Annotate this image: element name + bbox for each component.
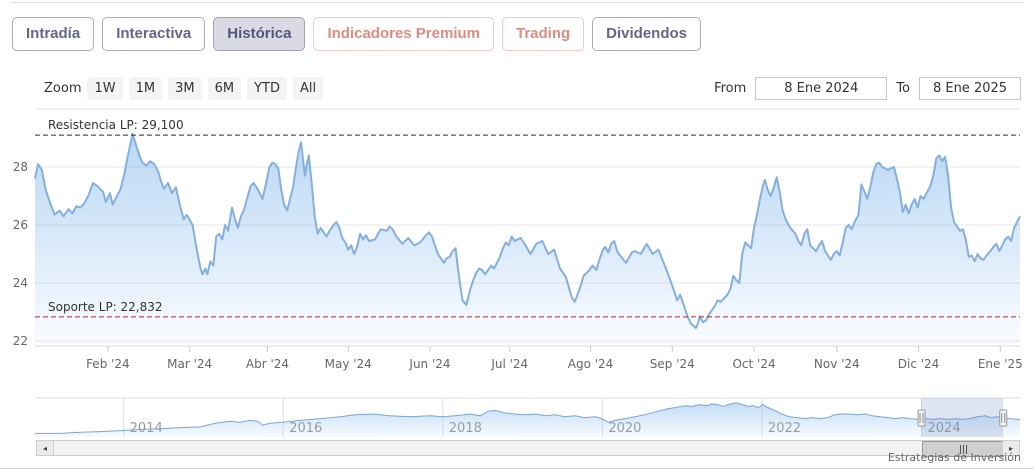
- bottom-divider: [0, 468, 1034, 469]
- zoom-6m[interactable]: 6M: [207, 77, 242, 100]
- navigator-selected-range[interactable]: [921, 398, 1004, 437]
- chart-credits: Estrategias de Inversión: [887, 451, 1021, 464]
- zoom-range-selector: Zoom 1W 1M 3M 6M YTD All: [44, 77, 324, 100]
- y-axis-label: 26: [13, 218, 28, 232]
- price-line: [34, 132, 1021, 329]
- x-axis-label: Ene '25: [978, 357, 1023, 371]
- navigator-area: [35, 402, 1020, 437]
- date-range-selector: From To: [714, 77, 1021, 100]
- thumb-grip-icon: [959, 444, 961, 454]
- x-axis-label: Oct '24: [732, 357, 775, 371]
- zoom-3m[interactable]: 3M: [168, 77, 202, 100]
- from-date-input[interactable]: [755, 77, 888, 100]
- y-axis-label: 22: [13, 334, 28, 348]
- zoom-ytd[interactable]: YTD: [247, 77, 288, 100]
- y-axis-label: 24: [13, 276, 28, 290]
- to-label: To: [896, 81, 910, 96]
- tab-intradia[interactable]: Intradía: [12, 17, 95, 51]
- x-axis-label: Nov '24: [814, 357, 860, 371]
- x-axis-label: Mar '24: [167, 357, 212, 371]
- tab-trading[interactable]: Trading: [502, 17, 585, 51]
- x-axis-label: May '24: [325, 357, 372, 371]
- x-axis-label: Jun '24: [408, 357, 450, 371]
- zoom-all[interactable]: All: [293, 77, 324, 100]
- x-axis-label: Ago '24: [568, 357, 614, 371]
- x-axis-label: Sep '24: [650, 357, 695, 371]
- to-date-input[interactable]: [919, 77, 1021, 100]
- tab-interactiva[interactable]: Interactiva: [102, 17, 206, 51]
- tab-indicadores-premium[interactable]: Indicadores Premium: [313, 17, 494, 51]
- y-axis-label: 28: [13, 160, 28, 174]
- price-area: [35, 133, 1020, 345]
- x-axis-label: Abr '24: [246, 357, 289, 371]
- zoom-1m[interactable]: 1M: [128, 77, 163, 100]
- zoom-label: Zoom: [44, 81, 82, 96]
- navigator-left-handle[interactable]: [917, 409, 926, 427]
- support-label: Soporte LP: 22,832: [48, 300, 163, 314]
- tab-historica[interactable]: Histórica: [213, 17, 306, 51]
- x-axis-label: Jul '24: [490, 357, 528, 371]
- x-axis-label: Dic '24: [898, 357, 940, 371]
- zoom-1w[interactable]: 1W: [87, 77, 123, 100]
- navigator-scrollbar[interactable]: ◂ ▸: [36, 440, 1020, 457]
- scrollbar-left-arrow-icon[interactable]: ◂: [37, 441, 54, 455]
- scrollbar-right-arrow-icon[interactable]: ▸: [1002, 441, 1019, 455]
- chart-mode-tabs: Intradía Interactiva Histórica Indicadores …: [12, 17, 702, 51]
- from-label: From: [714, 81, 747, 96]
- top-divider: [10, 2, 1024, 3]
- navigator-line: [35, 402, 1020, 434]
- x-axis-label: Feb '24: [86, 357, 130, 371]
- resistance-label: Resistencia LP: 29,100: [48, 118, 184, 132]
- thumb-grip-icon: [962, 444, 964, 454]
- tab-dividendos[interactable]: Dividendos: [592, 17, 702, 51]
- navigator-right-handle[interactable]: [999, 409, 1008, 427]
- zoom-buttons: 1W 1M 3M 6M YTD All: [87, 77, 324, 100]
- thumb-grip-icon: [965, 444, 967, 454]
